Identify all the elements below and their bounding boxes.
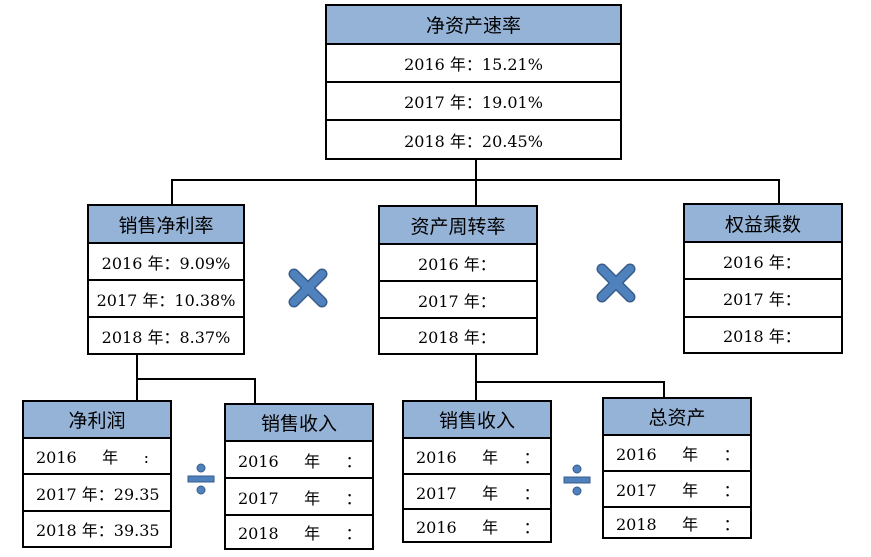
sales-revenue-row: 2016 年 ：	[226, 442, 372, 479]
net-profit-title: 净利润	[24, 402, 170, 439]
sales-revenue-row: 2017 年 ：	[404, 475, 550, 510]
multiply-icon	[596, 263, 636, 303]
sales-revenue-title: 销售收入	[226, 405, 372, 442]
root-box: 净资产速率 2016 年：15.21% 2017 年：19.01% 2018 年…	[325, 4, 622, 160]
connector-to-turnover	[475, 179, 477, 206]
multiply-icon	[288, 268, 328, 308]
connector-turnover-down	[475, 353, 477, 402]
sales-revenue-row: 2016 年 ：	[416, 517, 540, 537]
connector-left-bus	[136, 378, 256, 380]
total-assets-row: 2017 年 ：	[604, 472, 750, 508]
connector-right-bus	[475, 381, 665, 383]
root-row: 2018 年：20.45%	[404, 131, 543, 151]
sales-revenue-row: 2016 年 ：	[404, 439, 550, 475]
net-profit-row: 2017 年：29.35	[24, 475, 170, 512]
turnover-row: 2016 年：	[380, 245, 536, 282]
connector-to-net-margin	[171, 179, 173, 204]
sales-revenue-title: 销售收入	[404, 402, 550, 439]
root-row: 2017 年：19.01%	[327, 83, 620, 121]
root-row: 2016 年：15.21%	[327, 45, 620, 83]
total-assets-row: 2016 年 ：	[604, 436, 750, 472]
connector-to-total-assets	[663, 381, 665, 399]
connector-root-down	[475, 158, 477, 180]
net-profit-box: 净利润 2016 年 : 2017 年：29.35 2018 年：39.35	[22, 400, 172, 548]
turnover-title: 资产周转率	[380, 207, 536, 245]
connector-to-equity	[778, 179, 780, 204]
total-assets-row: 2018 年 ：	[616, 514, 740, 534]
net-profit-row: 2018 年：39.35	[36, 521, 160, 540]
turnover-row: 2018 年：	[418, 328, 496, 347]
equity-multiplier-row: 2017 年：	[685, 280, 841, 318]
equity-multiplier-row: 2018 年：	[723, 327, 801, 346]
net-margin-box: 销售净利率 2016 年：9.09% 2017 年：10.38% 2018 年：…	[87, 204, 245, 355]
turnover-box: 资产周转率 2016 年： 2017 年： 2018 年：	[378, 205, 538, 355]
net-profit-row: 2016 年 :	[24, 439, 170, 475]
connector-to-sales-1	[254, 378, 256, 404]
sales-revenue-row: 2018 年 ：	[238, 524, 362, 543]
equity-multiplier-box: 权益乘数 2016 年： 2017 年： 2018 年：	[683, 203, 843, 354]
turnover-row: 2017 年：	[380, 282, 536, 319]
net-margin-row: 2016 年：9.09%	[89, 244, 243, 281]
connector-net-margin-down	[136, 353, 138, 402]
net-margin-title: 销售净利率	[89, 206, 243, 244]
equity-multiplier-title: 权益乘数	[685, 205, 841, 243]
total-assets-title: 总资产	[604, 399, 750, 436]
net-margin-row: 2018 年：8.37%	[101, 327, 231, 347]
divide-icon	[187, 463, 215, 495]
net-margin-row: 2017 年：10.38%	[89, 281, 243, 318]
equity-multiplier-row: 2016 年：	[685, 243, 841, 280]
sales-revenue-box: 销售收入 2016 年 ： 2017 年 ： 2018 年 ：	[224, 403, 374, 550]
divide-icon	[563, 464, 591, 496]
total-assets-box: 总资产 2016 年 ： 2017 年 ： 2018 年 ：	[602, 397, 752, 539]
root-title: 净资产速率	[327, 6, 620, 45]
sales-revenue-box: 销售收入 2016 年 ： 2017 年 ： 2016 年 ：	[402, 400, 552, 543]
sales-revenue-row: 2017 年 ：	[226, 479, 372, 516]
